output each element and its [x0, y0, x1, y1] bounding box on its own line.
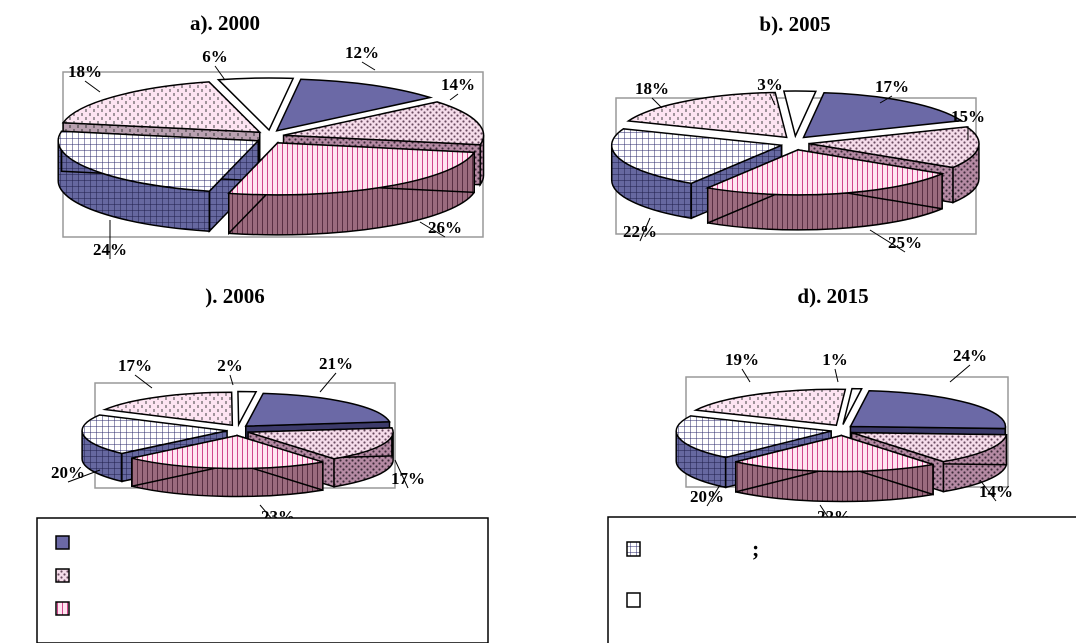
legend-box: [607, 516, 1076, 643]
pie-slice: [227, 141, 476, 236]
legend-swatch: [55, 601, 70, 616]
leader-line: [214, 65, 226, 81]
leader-line: [84, 80, 101, 93]
leader-line: [949, 364, 971, 383]
leader-line: [361, 61, 376, 71]
leader-line: [134, 374, 153, 389]
pie-slice: [102, 391, 234, 427]
legend-left: [36, 517, 489, 643]
pie-slice: [802, 92, 964, 139]
chart-title: a). 2000: [190, 11, 260, 35]
leader-line: [229, 374, 234, 386]
pie-slice: [842, 387, 863, 425]
pie-chart-3: [81, 390, 394, 498]
leader-line: [67, 469, 101, 483]
chart-title: d). 2015: [797, 284, 868, 308]
leader-line: [869, 229, 906, 253]
data-label: 14%: [979, 482, 1013, 501]
pie-chart-4: [675, 387, 1008, 503]
data-label: 18%: [68, 62, 102, 81]
pie-slice: [131, 434, 324, 498]
legend-right: ;: [607, 516, 1076, 643]
data-label: 26%: [428, 218, 462, 237]
leader-line: [651, 97, 663, 109]
data-label: 15%: [951, 107, 985, 126]
data-label: 24%: [93, 240, 127, 259]
legend-swatch: [55, 568, 70, 583]
pie-slice: [782, 90, 818, 139]
chart-title: ). 2006: [205, 284, 265, 308]
chart-title: b). 2005: [759, 12, 830, 36]
data-label: 6%: [202, 47, 228, 66]
data-label: 3%: [757, 75, 783, 94]
pie-slice: [216, 77, 295, 132]
data-label: 21%: [319, 354, 353, 373]
data-label: 12%: [345, 43, 379, 62]
data-label: 20%: [690, 487, 724, 506]
pie-slice: [237, 390, 258, 428]
legend-box: [36, 517, 489, 643]
leader-line: [319, 372, 337, 393]
leader-line: [449, 93, 459, 101]
leader-line: [834, 368, 839, 383]
data-label: 2%: [217, 356, 243, 375]
legend-swatch: [626, 541, 641, 557]
leader-line: [639, 217, 651, 242]
data-label: 17%: [391, 469, 425, 488]
pie-slice: [735, 434, 934, 503]
legend-label: ;: [752, 536, 759, 561]
pie-slice: [626, 91, 788, 139]
data-label: 18%: [635, 79, 669, 98]
pie-chart-2: [610, 90, 980, 231]
data-label: 17%: [875, 77, 909, 96]
leader-line: [769, 93, 776, 106]
leader-line: [394, 459, 409, 489]
legend-swatch: [626, 592, 641, 608]
legend-swatch: [55, 535, 70, 550]
pie-slice: [693, 388, 847, 427]
data-label: 25%: [888, 233, 922, 252]
leader-line: [979, 479, 997, 502]
data-label: 1%: [822, 350, 848, 369]
pie-slice: [275, 78, 434, 132]
data-label: 24%: [953, 346, 987, 365]
data-label: 19%: [725, 350, 759, 369]
pie-chart-1: [57, 77, 485, 236]
pie-slice: [57, 130, 260, 234]
pie-slice: [705, 148, 945, 231]
leader-line: [706, 484, 721, 507]
leader-line: [879, 95, 893, 104]
data-label: 17%: [118, 356, 152, 375]
data-label: 20%: [51, 463, 85, 482]
leader-line: [419, 221, 446, 238]
data-label: 14%: [441, 75, 475, 94]
data-label: 22%: [623, 222, 657, 241]
leader-line: [741, 368, 751, 383]
